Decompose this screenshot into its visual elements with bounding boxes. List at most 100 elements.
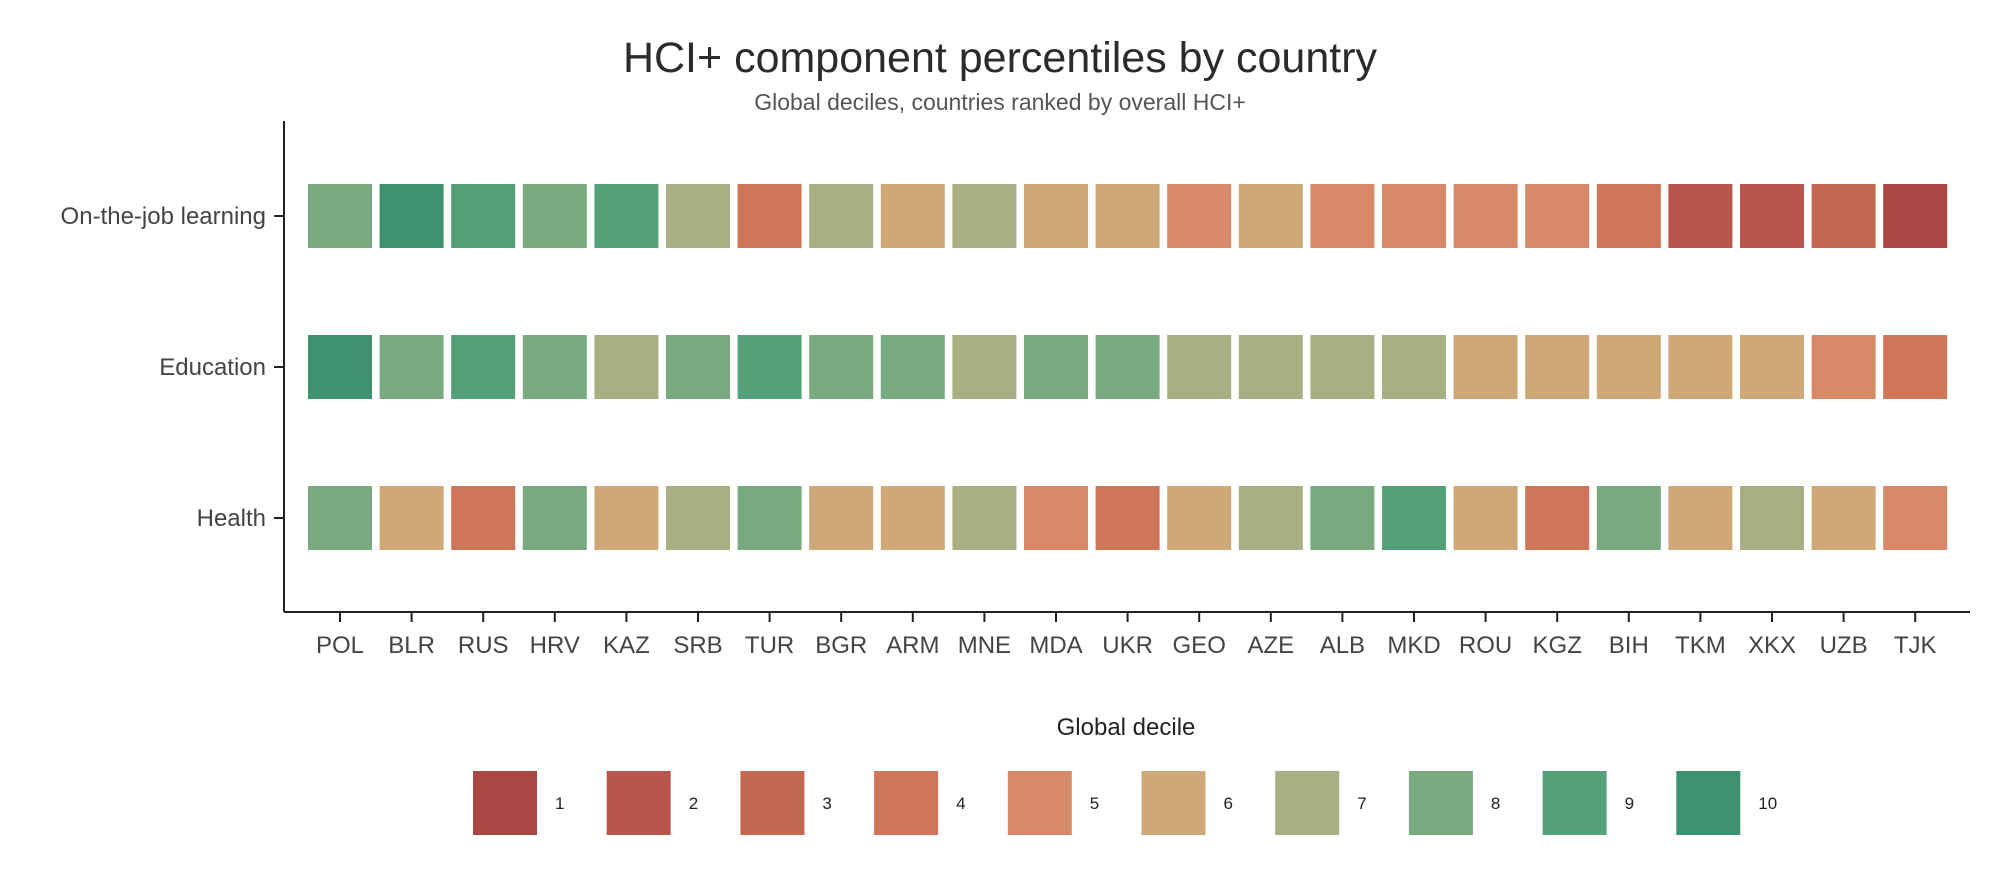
x-tick-label: TUR: [745, 632, 794, 659]
cell-rus-education: [451, 335, 516, 399]
cell-rou-health: [1453, 486, 1518, 550]
legend-swatch-9: [1542, 771, 1607, 835]
cell-mkd-health: [1382, 486, 1446, 550]
chart-title: HCI+ component percentiles by country: [623, 34, 1378, 82]
cell-tur-on-the-job-learning: [737, 184, 802, 248]
legend-swatch-3: [740, 771, 805, 835]
cell-geo-education: [1167, 335, 1232, 399]
cell-rus-on-the-job-learning: [451, 184, 516, 248]
cell-tkm-education: [1668, 335, 1733, 399]
cell-kgz-on-the-job-learning: [1525, 184, 1590, 248]
cell-blr-education: [379, 335, 444, 399]
x-tick-label: XKX: [1748, 632, 1796, 659]
cell-rus-health: [451, 486, 516, 550]
cell-tur-health: [737, 486, 802, 550]
legend-swatch-10: [1676, 771, 1741, 835]
cell-pol-education: [308, 335, 372, 399]
x-tick-label: ALB: [1320, 632, 1365, 659]
x-tick-label: UZB: [1820, 632, 1868, 659]
cell-ukr-health: [1095, 486, 1160, 550]
cell-bgr-health: [809, 486, 874, 550]
y-tick-label: On-the-job learning: [61, 203, 266, 230]
cell-pol-health: [308, 486, 372, 550]
legend-label-8: 8: [1491, 794, 1500, 813]
cell-geo-health: [1167, 486, 1232, 550]
legend-label-9: 9: [1625, 794, 1634, 813]
legend-label-1: 1: [555, 794, 564, 813]
legend-label-3: 3: [822, 794, 831, 813]
cell-kaz-health: [594, 486, 659, 550]
x-tick-label: MKD: [1387, 632, 1440, 659]
cell-kgz-health: [1525, 486, 1590, 550]
cell-mne-education: [952, 335, 1017, 399]
cell-uzb-on-the-job-learning: [1811, 184, 1876, 248]
cell-arm-health: [880, 486, 945, 550]
cell-uzb-health: [1811, 486, 1876, 550]
cell-tjk-health: [1883, 486, 1948, 550]
x-tick-label: KAZ: [603, 632, 650, 659]
chart-subtitle: Global deciles, countries ranked by over…: [754, 89, 1246, 115]
cell-bgr-on-the-job-learning: [809, 184, 874, 248]
x-tick-label: AZE: [1247, 632, 1294, 659]
cell-aze-health: [1238, 486, 1303, 550]
legend-swatch-6: [1141, 771, 1206, 835]
x-tick-label: BIH: [1609, 632, 1649, 659]
cell-mne-health: [952, 486, 1017, 550]
y-axis-ticks: On-the-job learning Education Health: [61, 203, 284, 532]
x-tick-label: TJK: [1894, 632, 1937, 659]
cell-uzb-education: [1811, 335, 1876, 399]
x-tick-label: ARM: [886, 632, 939, 659]
legend-label-10: 10: [1758, 794, 1777, 813]
cell-ukr-on-the-job-learning: [1095, 184, 1160, 248]
legend-swatch-2: [606, 771, 671, 835]
cell-arm-on-the-job-learning: [880, 184, 945, 248]
cell-geo-on-the-job-learning: [1167, 184, 1232, 248]
legend-label-2: 2: [689, 794, 698, 813]
cell-pol-on-the-job-learning: [308, 184, 372, 248]
cell-xkx-on-the-job-learning: [1740, 184, 1804, 248]
cell-alb-on-the-job-learning: [1310, 184, 1375, 248]
x-tick-label: ROU: [1459, 632, 1512, 659]
y-tick-label: Health: [197, 505, 266, 532]
cell-hrv-health: [522, 486, 587, 550]
cell-tjk-on-the-job-learning: [1883, 184, 1948, 248]
x-tick-label: MNE: [958, 632, 1011, 659]
legend-swatch-5: [1007, 771, 1072, 835]
cell-mda-on-the-job-learning: [1024, 184, 1088, 248]
cell-mda-health: [1024, 486, 1088, 550]
legend-swatch-1: [473, 771, 537, 835]
x-tick-label: HRV: [530, 632, 580, 659]
x-axis-ticks: POL BLR RUS HRV KAZ SRB TUR BGR ARM MNE MDA UKR GEO A…: [316, 612, 1937, 659]
cell-srb-health: [666, 486, 730, 550]
cell-tur-education: [737, 335, 802, 399]
cell-hrv-education: [522, 335, 587, 399]
cell-rou-education: [1453, 335, 1518, 399]
x-tick-label: UKR: [1102, 632, 1153, 659]
cell-kgz-education: [1525, 335, 1590, 399]
x-tick-label: SRB: [673, 632, 722, 659]
cell-rou-on-the-job-learning: [1453, 184, 1518, 248]
legend-swatch-8: [1408, 771, 1473, 835]
cell-mkd-education: [1382, 335, 1446, 399]
x-tick-label: GEO: [1173, 632, 1226, 659]
cell-xkx-health: [1740, 486, 1804, 550]
cell-alb-health: [1310, 486, 1375, 550]
x-tick-label: KGZ: [1533, 632, 1582, 659]
cell-alb-education: [1310, 335, 1375, 399]
x-tick-label: BGR: [815, 632, 867, 659]
cell-xkx-education: [1740, 335, 1804, 399]
x-tick-label: TKM: [1675, 632, 1726, 659]
legend-title: Global decile: [1057, 714, 1196, 741]
cell-tkm-on-the-job-learning: [1668, 184, 1733, 248]
legend-label-5: 5: [1090, 794, 1099, 813]
cell-mkd-on-the-job-learning: [1382, 184, 1446, 248]
cell-kaz-education: [594, 335, 659, 399]
x-tick-label: POL: [316, 632, 364, 659]
legend-swatch-4: [874, 771, 939, 835]
cell-blr-on-the-job-learning: [379, 184, 444, 248]
cell-bih-education: [1596, 335, 1661, 399]
cell-blr-health: [379, 486, 444, 550]
legend: 1 2 3 4 5 6 7 8 9 10: [473, 771, 1777, 835]
cell-bgr-education: [809, 335, 874, 399]
